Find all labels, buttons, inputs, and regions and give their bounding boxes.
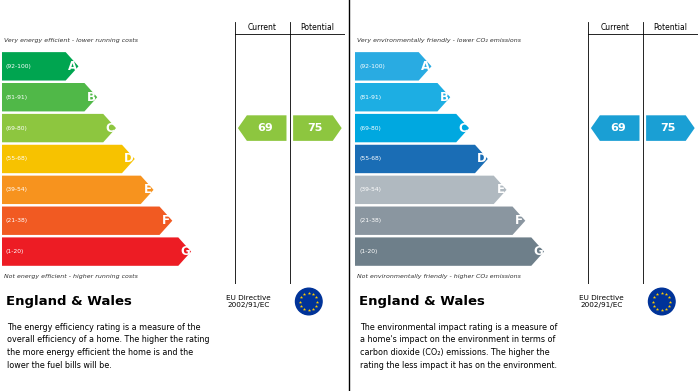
Text: (1-20): (1-20) xyxy=(6,249,25,254)
Polygon shape xyxy=(355,114,469,142)
Polygon shape xyxy=(355,237,544,266)
Polygon shape xyxy=(293,115,342,141)
Text: (69-80): (69-80) xyxy=(359,126,381,131)
Text: EU Directive
2002/91/EC: EU Directive 2002/91/EC xyxy=(579,295,624,308)
Text: (55-68): (55-68) xyxy=(6,156,28,161)
Polygon shape xyxy=(238,115,286,141)
Text: (39-54): (39-54) xyxy=(6,187,28,192)
Text: Very environmentally friendly - lower CO₂ emissions: Very environmentally friendly - lower CO… xyxy=(357,38,521,43)
Polygon shape xyxy=(2,176,153,204)
Text: E: E xyxy=(144,183,151,196)
Text: Not energy efficient - higher running costs: Not energy efficient - higher running co… xyxy=(4,274,138,279)
Polygon shape xyxy=(355,176,507,204)
Polygon shape xyxy=(355,52,431,81)
Polygon shape xyxy=(355,83,450,111)
Circle shape xyxy=(295,288,322,315)
Text: C: C xyxy=(458,122,468,135)
Text: G: G xyxy=(533,245,543,258)
Text: (1-20): (1-20) xyxy=(359,249,377,254)
Polygon shape xyxy=(591,115,640,141)
Circle shape xyxy=(648,288,675,315)
Text: (21-38): (21-38) xyxy=(6,218,28,223)
Text: D: D xyxy=(124,152,134,165)
Text: Potential: Potential xyxy=(300,23,335,32)
Text: England & Wales: England & Wales xyxy=(359,295,485,308)
Text: Not environmentally friendly - higher CO₂ emissions: Not environmentally friendly - higher CO… xyxy=(357,274,521,279)
Polygon shape xyxy=(355,206,525,235)
Text: (81-91): (81-91) xyxy=(6,95,28,100)
Text: 69: 69 xyxy=(610,123,626,133)
Polygon shape xyxy=(355,145,488,173)
Text: 75: 75 xyxy=(307,123,323,133)
Text: A: A xyxy=(421,60,430,73)
Text: (69-80): (69-80) xyxy=(6,126,28,131)
Text: (39-54): (39-54) xyxy=(359,187,381,192)
Text: Potential: Potential xyxy=(653,23,687,32)
Polygon shape xyxy=(2,206,172,235)
Text: EU Directive
2002/91/EC: EU Directive 2002/91/EC xyxy=(226,295,271,308)
Polygon shape xyxy=(2,145,135,173)
Text: A: A xyxy=(68,60,77,73)
Text: B: B xyxy=(87,91,96,104)
Text: The energy efficiency rating is a measure of the
overall efficiency of a home. T: The energy efficiency rating is a measur… xyxy=(7,323,209,370)
Text: Current: Current xyxy=(601,23,630,32)
Text: D: D xyxy=(477,152,486,165)
Text: 69: 69 xyxy=(257,123,272,133)
Text: G: G xyxy=(180,245,190,258)
Text: B: B xyxy=(440,91,449,104)
Text: 75: 75 xyxy=(660,123,675,133)
Polygon shape xyxy=(2,52,78,81)
Text: England & Wales: England & Wales xyxy=(6,295,132,308)
Text: F: F xyxy=(162,214,170,227)
Text: Very energy efficient - lower running costs: Very energy efficient - lower running co… xyxy=(4,38,138,43)
Text: F: F xyxy=(515,214,524,227)
Text: (92-100): (92-100) xyxy=(6,64,32,69)
Text: Environmental Impact (CO₂) Rating: Environmental Impact (CO₂) Rating xyxy=(358,6,564,16)
Text: (55-68): (55-68) xyxy=(359,156,381,161)
Polygon shape xyxy=(646,115,694,141)
Text: The environmental impact rating is a measure of
a home's impact on the environme: The environmental impact rating is a mea… xyxy=(360,323,557,370)
Text: E: E xyxy=(496,183,505,196)
Text: C: C xyxy=(106,122,114,135)
Text: (21-38): (21-38) xyxy=(359,218,381,223)
Text: (92-100): (92-100) xyxy=(359,64,385,69)
Polygon shape xyxy=(2,114,116,142)
Polygon shape xyxy=(2,83,97,111)
Text: Energy Efficiency Rating: Energy Efficiency Rating xyxy=(5,6,149,16)
Polygon shape xyxy=(2,237,191,266)
Text: Current: Current xyxy=(248,23,276,32)
Text: (81-91): (81-91) xyxy=(359,95,381,100)
